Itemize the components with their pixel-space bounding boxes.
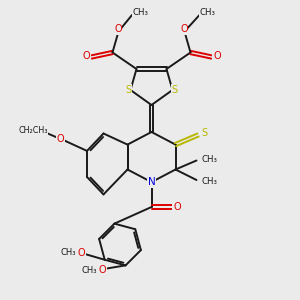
Text: O: O bbox=[77, 248, 85, 258]
Text: CH₃: CH₃ bbox=[201, 177, 217, 186]
Text: O: O bbox=[114, 24, 122, 34]
Text: CH₃: CH₃ bbox=[132, 8, 148, 17]
Text: O: O bbox=[99, 265, 106, 275]
Text: O: O bbox=[173, 202, 181, 212]
Text: O: O bbox=[56, 134, 64, 145]
Text: O: O bbox=[82, 51, 90, 61]
Text: CH₃: CH₃ bbox=[82, 266, 97, 275]
Text: CH₂CH₃: CH₂CH₃ bbox=[18, 126, 48, 135]
Text: N: N bbox=[148, 177, 155, 187]
Text: S: S bbox=[201, 128, 207, 139]
Text: O: O bbox=[213, 51, 221, 61]
Text: CH₃: CH₃ bbox=[200, 8, 216, 17]
Text: CH₃: CH₃ bbox=[60, 248, 76, 257]
Text: S: S bbox=[172, 85, 178, 95]
Text: O: O bbox=[180, 24, 188, 34]
Text: S: S bbox=[125, 85, 131, 95]
Text: CH₃: CH₃ bbox=[201, 155, 217, 164]
